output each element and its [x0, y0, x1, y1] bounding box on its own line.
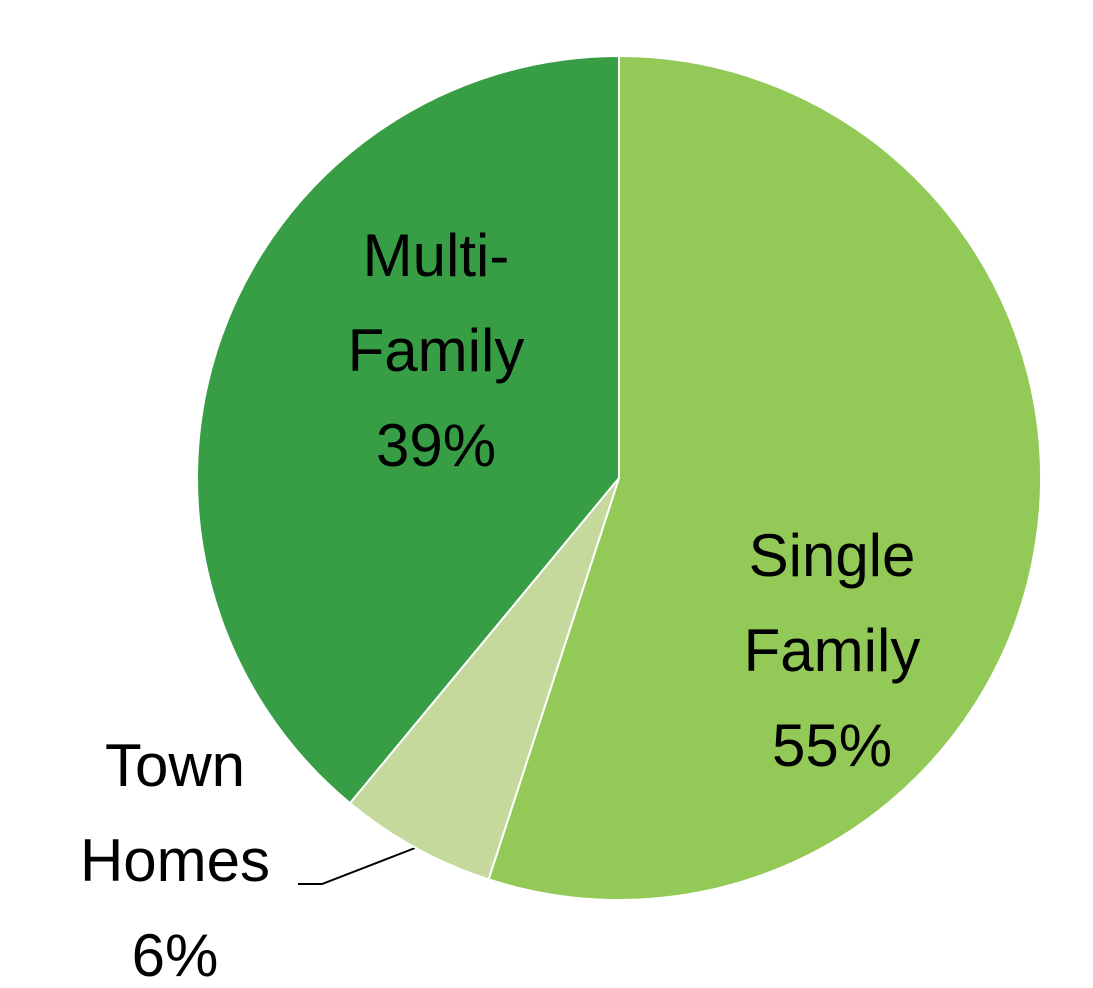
- slice-label: Single Family: [744, 522, 921, 684]
- slice-value-label: 6%: [132, 922, 219, 988]
- leader-line: [298, 847, 416, 885]
- label-line: Town: [105, 732, 245, 799]
- label-line: Single: [749, 522, 916, 589]
- pie-slice: [487, 54, 1042, 901]
- slice-value-label: 39%: [376, 412, 496, 479]
- slice-label: Multi- Family: [348, 222, 525, 384]
- label-line: Family: [744, 617, 921, 684]
- pie-slice: [348, 477, 620, 881]
- label-line: Multi-: [363, 222, 510, 289]
- pie-slice: [196, 54, 620, 805]
- label-line: Homes: [80, 827, 270, 894]
- slice-value-label: 55%: [772, 712, 892, 779]
- label-line: Family: [348, 317, 525, 384]
- slice-label: Town Homes: [80, 732, 270, 894]
